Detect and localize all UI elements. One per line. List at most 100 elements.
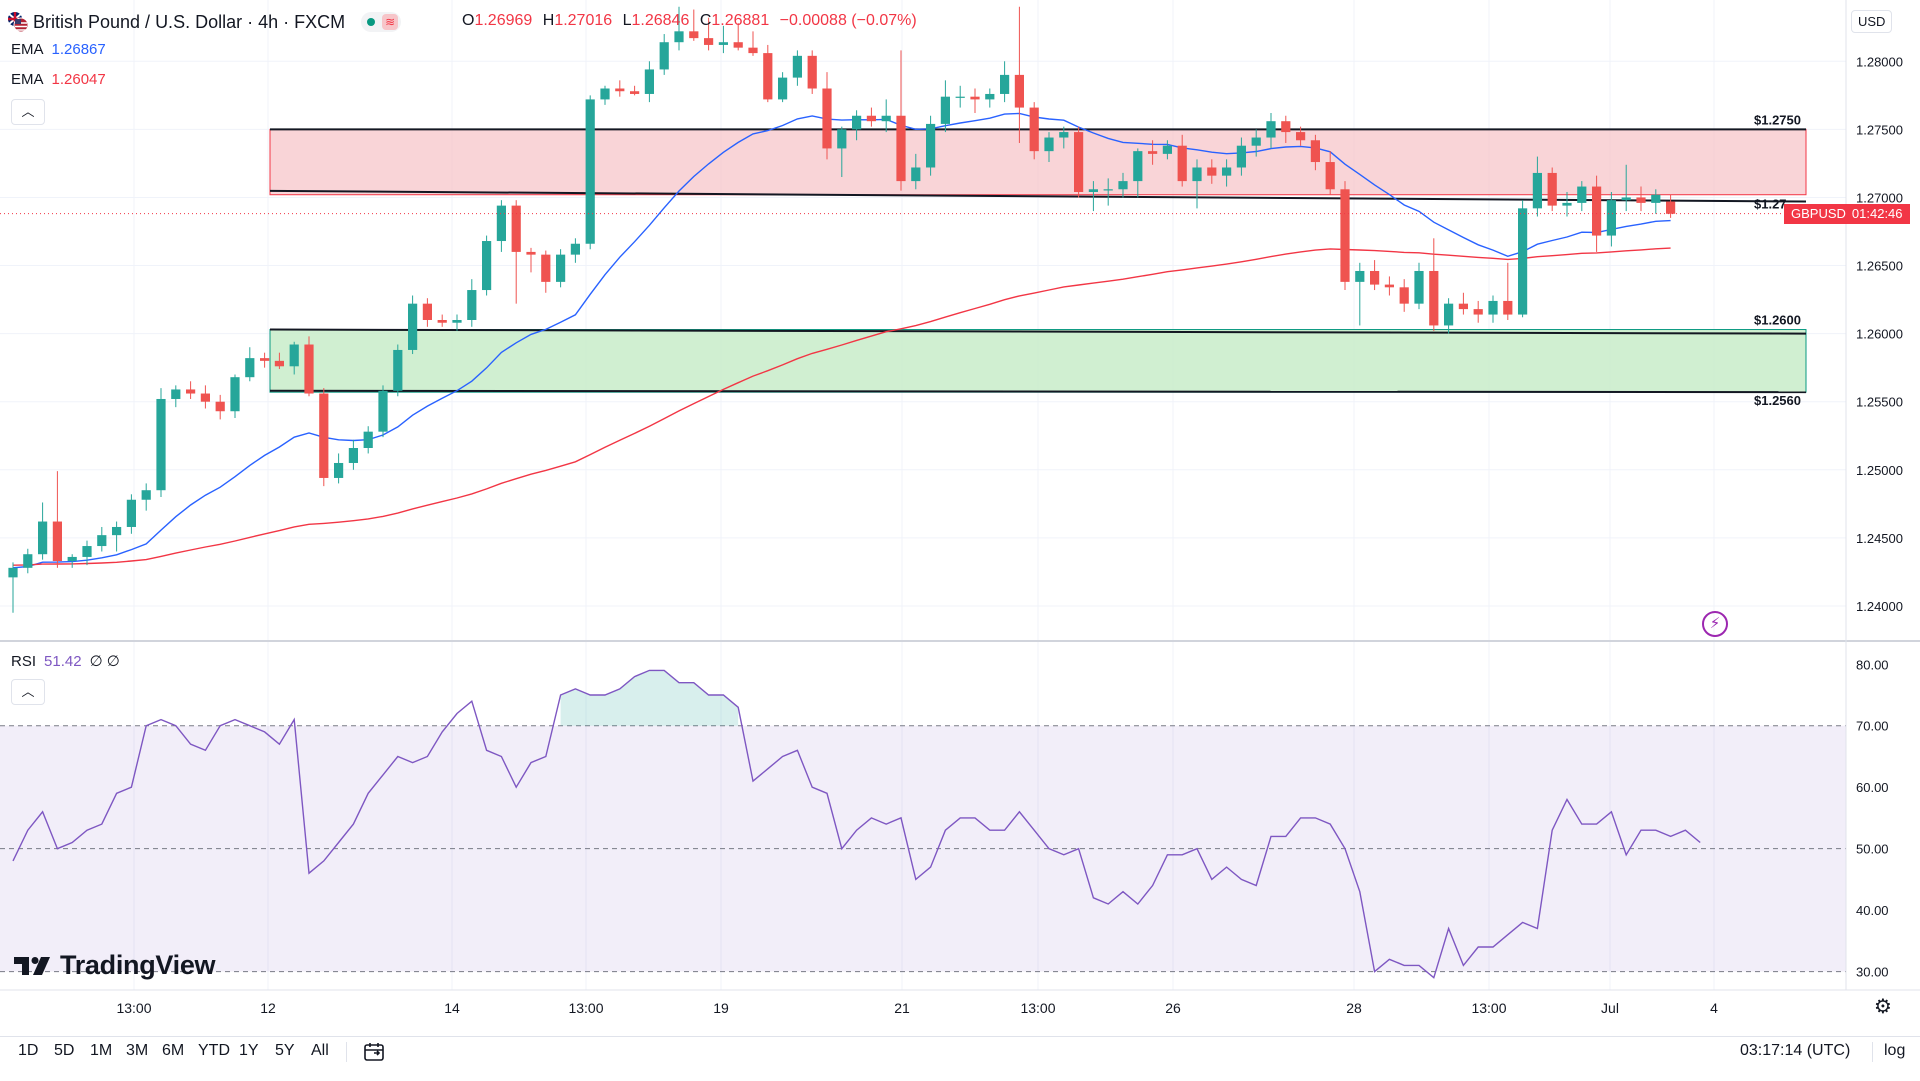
candle-body — [467, 290, 477, 320]
candle — [852, 110, 862, 141]
ema-lines — [12, 112, 1671, 569]
candle-body — [970, 96, 980, 100]
timeframe-button-3m[interactable]: 3M — [126, 1042, 149, 1059]
candle — [1118, 172, 1128, 198]
time-tick-label: 28 — [1346, 1000, 1362, 1016]
candle-body — [1621, 197, 1631, 201]
candle-body — [985, 93, 995, 100]
candle — [319, 388, 329, 487]
log-scale-button[interactable]: log — [1884, 1042, 1906, 1059]
candle — [1636, 186, 1646, 212]
price-tick-label: 1.25000 — [1856, 463, 1903, 478]
candle-body — [1266, 121, 1276, 138]
candle-body — [1325, 162, 1335, 190]
timeframe-button-1d[interactable]: 1D — [18, 1042, 39, 1059]
collapse-rsi-legend-button[interactable]: ︿ — [11, 679, 45, 705]
rsi-tick-label: 80.00 — [1856, 657, 1889, 672]
candle-body — [1296, 132, 1306, 141]
price-tick-label: 1.25500 — [1856, 395, 1903, 410]
candle — [1074, 126, 1084, 198]
candle-body — [334, 462, 344, 478]
candle — [1532, 156, 1542, 217]
rsi-legend[interactable]: RSI 51.42 ∅ ∅ — [11, 653, 120, 670]
timeframe-button-5d[interactable]: 5D — [54, 1042, 75, 1059]
candle-body — [1281, 121, 1291, 133]
candle — [526, 247, 536, 273]
candle-body — [437, 320, 447, 323]
candle — [1444, 298, 1454, 334]
candle-body — [393, 349, 403, 391]
candle — [1133, 148, 1143, 198]
candle — [689, 9, 699, 41]
candle-body — [1251, 137, 1261, 146]
candle-body — [1370, 270, 1380, 285]
candle — [1014, 6, 1024, 143]
candle — [807, 50, 817, 94]
timeframe-button-1y[interactable]: 1Y — [239, 1042, 259, 1059]
settings-gear-icon[interactable]: ⚙ — [1874, 996, 1892, 1018]
price-tick-label: 1.27000 — [1856, 190, 1903, 205]
candle-body — [304, 344, 314, 394]
candle-body — [97, 535, 107, 547]
ema-slow-line — [12, 247, 1671, 566]
bottom-toolbar — [0, 1036, 1920, 1081]
rsi-tick-label: 30.00 — [1856, 965, 1889, 980]
time-tick-label: 4 — [1710, 1000, 1718, 1016]
ema-slow-legend[interactable]: EMA 1.26047 — [11, 71, 106, 88]
candle-body — [496, 205, 506, 242]
collapse-legend-button[interactable]: ︿ — [11, 99, 45, 125]
low-value: 1.26846 — [631, 12, 690, 29]
candle-body — [171, 389, 181, 399]
timeframe-button-ytd[interactable]: YTD — [198, 1042, 230, 1059]
symbol-title[interactable]: British Pound / U.S. Dollar · 4h · FXCM — [33, 11, 346, 32]
candle-body — [1044, 137, 1054, 152]
candle-body — [1088, 189, 1098, 192]
tradingview-logo[interactable]: TradingView — [14, 950, 216, 981]
candle-body — [230, 377, 240, 412]
price-chart[interactable]: $1.2750 $1.27 $1.2600 $1.2560 1.28000 1.2750… — [0, 0, 1920, 1036]
candle-body — [1547, 172, 1557, 206]
candle-body — [1192, 167, 1202, 182]
candle-body — [733, 42, 743, 48]
candle — [1547, 167, 1557, 212]
candle — [38, 502, 48, 560]
candle — [82, 540, 92, 566]
timeframe-button-all[interactable]: All — [311, 1042, 329, 1059]
candle-body — [1222, 167, 1232, 176]
candle — [955, 85, 965, 108]
rsi-value: 51.42 — [44, 653, 82, 670]
candle-body — [1562, 202, 1572, 206]
candle-body — [378, 390, 388, 432]
candle-body — [38, 521, 48, 555]
timeframe-button-6m[interactable]: 6M — [162, 1042, 185, 1059]
candle-body — [541, 254, 551, 282]
candle-body — [807, 55, 817, 89]
currency-button[interactable]: USD — [1851, 10, 1893, 33]
time-tick-label: 19 — [713, 1000, 729, 1016]
utc-clock[interactable]: 03:17:14 (UTC) — [1740, 1042, 1851, 1059]
candle-body — [186, 389, 196, 394]
candle — [1414, 262, 1424, 310]
price-tick-label: 1.26000 — [1856, 327, 1903, 342]
candle — [1562, 192, 1572, 217]
timeframe-button-5y[interactable]: 5Y — [275, 1042, 295, 1059]
candle — [67, 554, 77, 568]
candle — [452, 314, 462, 331]
candle — [289, 341, 299, 375]
symbol-header[interactable]: British Pound / U.S. Dollar · 4h · FXCM … — [0, 10, 402, 34]
timeframe-button-1m[interactable]: 1M — [90, 1042, 113, 1059]
rsi-line-group — [12, 669, 1701, 979]
lightning-icon[interactable]: ⚡ — [1702, 611, 1728, 637]
date-range-icon[interactable] — [362, 1040, 386, 1064]
candle-body — [1340, 189, 1350, 282]
candle — [348, 439, 358, 470]
candle — [334, 453, 344, 484]
candle — [556, 249, 566, 288]
support-bottom-line — [269, 389, 1807, 394]
candle-body — [1236, 145, 1246, 168]
candle — [186, 381, 196, 399]
candle-body — [1666, 201, 1676, 214]
ema-fast-legend[interactable]: EMA 1.26867 — [11, 41, 106, 58]
candle — [52, 471, 62, 568]
